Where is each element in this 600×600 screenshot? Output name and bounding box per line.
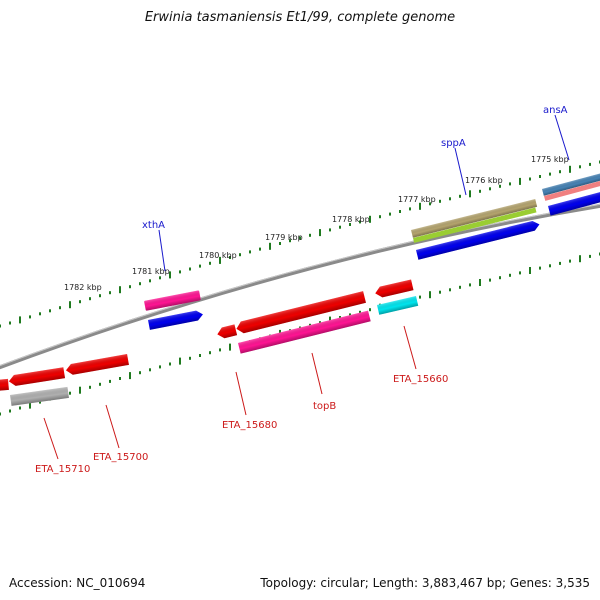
genome-summary: Topology: circular; Length: 3,883,467 bp… [260, 576, 590, 590]
gene-forward[interactable] [548, 190, 600, 216]
kbp-label: 1782 kbp [64, 283, 102, 292]
gene-reverse[interactable] [65, 354, 129, 376]
genome-backbone [0, 203, 600, 370]
gene-reverse[interactable] [374, 279, 414, 298]
label-leaders [43, 114, 570, 460]
gene-forward[interactable] [416, 220, 541, 260]
kbp-label: 1776 kbp [465, 176, 503, 185]
leader-xthA [158, 229, 166, 272]
leader-topB [311, 352, 323, 395]
gene-sppA[interactable] [411, 199, 538, 238]
gene-label-topB: topB [313, 401, 336, 412]
kbp-label: 1781 kbp [132, 267, 170, 276]
gene-label-ETA_15700: ETA_15700 [93, 452, 148, 463]
leader-ETA_15680 [235, 371, 247, 416]
leader-ETA_15710 [43, 417, 59, 460]
kbp-label: 1779 kbp [265, 233, 303, 242]
gene-label-ansA: ansA [543, 105, 568, 116]
gene-label-ETA_15660: ETA_15660 [393, 374, 448, 385]
kbp-label: 1775 kbp [531, 155, 569, 164]
gene-ETA_15710[interactable] [10, 386, 69, 406]
tick-track-forward [0, 160, 600, 328]
gene-ETA_15660[interactable] [377, 296, 419, 315]
kbp-labels: 1782 kbp 1781 kbp 1780 kbp 1779 kbp 1778… [64, 155, 569, 292]
gene-reverse[interactable] [0, 378, 9, 391]
gene-forward[interactable] [413, 207, 537, 243]
gene-reverse[interactable] [216, 324, 238, 339]
gene-xthA[interactable] [144, 290, 201, 311]
kbp-label: 1777 kbp [398, 195, 436, 204]
gene-ETA_15680[interactable] [235, 291, 366, 335]
genome-backbone-highlight [0, 203, 600, 367]
gene-label-xthA: xthA [142, 220, 165, 231]
reverse-genes [0, 279, 419, 406]
gene-forward[interactable] [544, 179, 600, 201]
gene-label-ETA_15710: ETA_15710 [35, 464, 90, 475]
leader-ansA [554, 114, 570, 161]
kbp-label: 1778 kbp [332, 215, 370, 224]
gene-forward[interactable] [148, 310, 204, 330]
gene-label-ETA_15680: ETA_15680 [222, 420, 277, 431]
accession-label: Accession: NC_010694 [9, 576, 146, 590]
leader-ETA_15660 [403, 325, 417, 370]
gene-reverse[interactable] [8, 367, 66, 387]
map-title: Erwinia tasmaniensis Et1/99, complete ge… [144, 10, 456, 25]
forward-genes [144, 171, 600, 330]
leader-ETA_15700 [105, 404, 120, 449]
gene-labels: xthA sppA ansA ETA_15710 ETA_15700 ETA_1… [35, 105, 568, 475]
gene-topB[interactable] [238, 310, 371, 354]
gene-ansA[interactable] [542, 171, 600, 196]
kbp-label: 1780 kbp [199, 251, 237, 260]
leader-sppA [454, 147, 467, 196]
gene-label-sppA: sppA [441, 138, 466, 149]
